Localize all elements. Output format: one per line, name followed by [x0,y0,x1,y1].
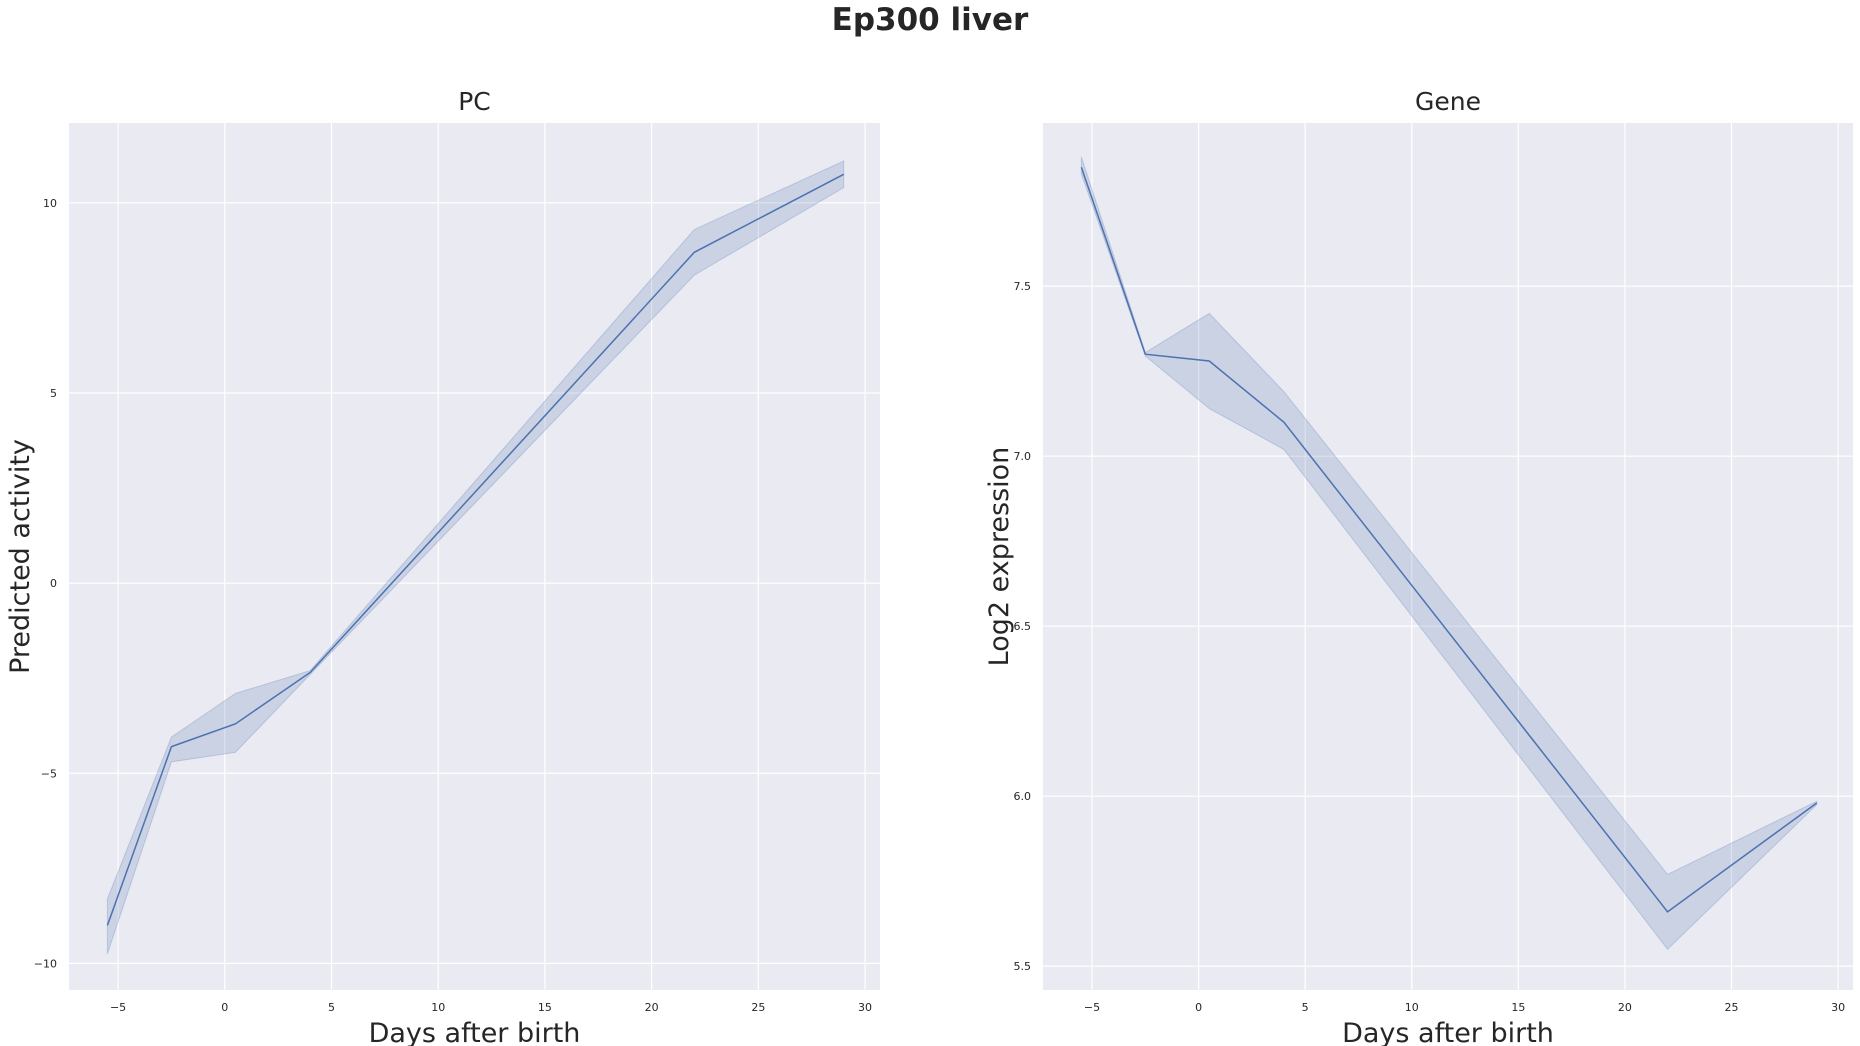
x-tick-label: 10 [431,1001,445,1014]
x-tick-label: 15 [538,1001,552,1014]
x-tick-label: 20 [1618,1001,1632,1014]
y-tick-label: 6.5 [1014,620,1032,633]
x-tick-label: 0 [1195,1001,1202,1014]
plot-area [69,123,880,990]
gridlines [1043,123,1853,990]
x-tick-label: 5 [1302,1001,1309,1014]
subplot-title: Gene [1415,87,1481,116]
subplot-pc: −5 0 5 10 15 20 25 30 −10 −5 0 5 10 PC Days after birt… [5,87,880,1046]
y-tick-label: 5.5 [1014,960,1032,973]
x-tick-label: −5 [110,1001,126,1014]
x-tick-label: 25 [751,1001,765,1014]
series-line [106,173,845,926]
confidence-band [106,160,845,955]
x-axis-label: Days after birth [1342,1018,1554,1046]
x-tick-label: 0 [221,1001,228,1014]
x-tick-label: −5 [1084,1001,1100,1014]
x-tick-label: 15 [1511,1001,1525,1014]
x-tick-label: 25 [1725,1001,1739,1014]
figure-title: Ep300 liver [831,2,1029,38]
subplot-gene: −5 0 5 10 15 20 25 30 5.5 6.0 6.5 7.0 7.5 Gene Days af… [984,87,1853,1046]
x-tick-label: 30 [1831,1001,1845,1014]
gridlines [69,123,880,990]
y-axis-label: Log2 expression [984,447,1015,667]
x-tick-label: 10 [1405,1001,1419,1014]
y-axis-label: Predicted activity [5,439,36,674]
y-tick-label: −10 [34,957,57,970]
confidence-band [1080,156,1818,950]
y-tick-label: −5 [41,767,57,780]
y-tick-label: 7.0 [1014,450,1032,463]
y-tick-label: 7.5 [1014,280,1032,293]
y-tick-label: 5 [50,387,57,400]
y-tick-label: 0 [50,577,57,590]
y-tick-label: 10 [43,197,57,210]
plot-area [1043,123,1853,990]
x-axis-label: Days after birth [369,1018,581,1046]
subplot-title: PC [458,87,491,116]
x-tick-label: 20 [645,1001,659,1014]
y-tick-label: 6.0 [1014,790,1032,803]
x-tick-label: 5 [328,1001,335,1014]
x-tick-label: 30 [858,1001,872,1014]
series-line [1080,166,1818,913]
